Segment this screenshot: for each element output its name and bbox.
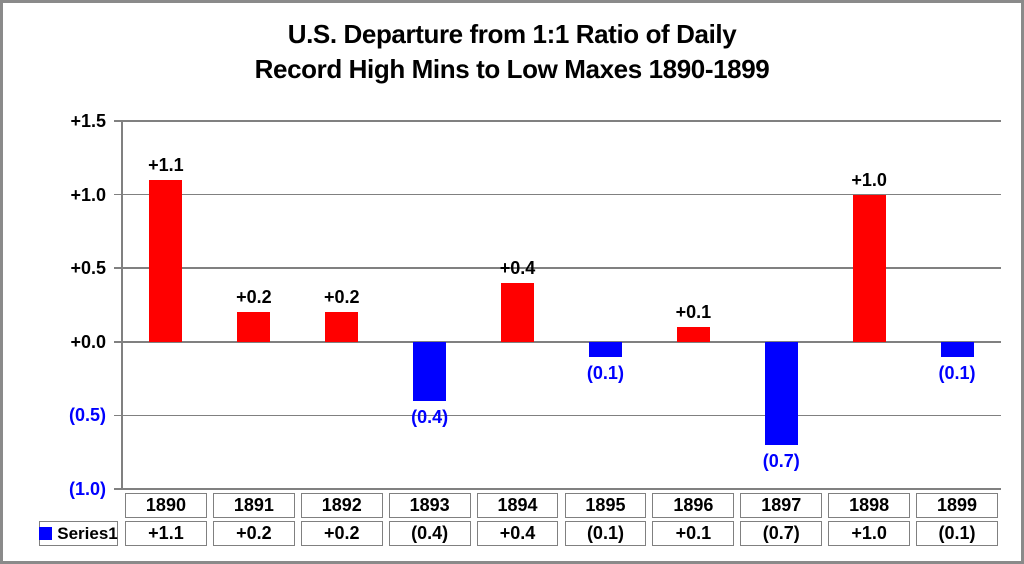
- y-axis-tick: [114, 341, 122, 343]
- table-year-cell: 1890: [125, 493, 207, 518]
- table-year-cell: 1892: [300, 493, 383, 518]
- table-value-cell: +0.2: [212, 521, 295, 546]
- table-year-cell: 1895: [564, 493, 647, 518]
- chart-title-line2: Record High Mins to Low Maxes 1890-1899: [254, 54, 770, 84]
- table-year-cell: 1891: [212, 493, 295, 518]
- bar-1895: [588, 341, 622, 357]
- y-axis-line: [121, 121, 123, 489]
- bar-1893: [413, 341, 447, 401]
- y-axis-tick: [114, 414, 122, 417]
- bar-label-1898: +1.0: [851, 169, 887, 190]
- gridline: [122, 488, 1001, 490]
- table-value-cell: (0.7): [740, 521, 823, 546]
- gridline: [122, 120, 1001, 122]
- bar-1898: [852, 194, 886, 342]
- series-legend-cell: Series1: [39, 521, 118, 546]
- bar-label-1897: (0.7): [762, 450, 800, 471]
- table-year-cell: 1894: [476, 493, 559, 518]
- y-axis-label: +1.5: [70, 111, 106, 131]
- y-axis-tick: [114, 267, 122, 269]
- y-axis-tick: [114, 193, 122, 196]
- bar-1890: [149, 179, 183, 342]
- table-year-cell: 1899: [916, 493, 998, 518]
- y-axis-label: +0.0: [70, 331, 106, 352]
- table-value-cell: (0.4): [388, 521, 471, 546]
- bar-label-1896: +0.1: [675, 302, 712, 323]
- bar-label-1891: +0.2: [236, 287, 272, 308]
- bar-1899: [940, 341, 974, 357]
- table-year-cell: 1896: [652, 493, 735, 518]
- y-axis-label: (1.0): [68, 479, 106, 499]
- y-axis-label: +0.5: [70, 258, 106, 279]
- gridline: [122, 193, 1001, 196]
- table-value-cell: (0.1): [564, 521, 647, 546]
- chart-title: U.S. Departure from 1:1 Ratio of Daily R…: [3, 17, 1021, 87]
- bar-1891: [237, 312, 271, 342]
- bar-label-1892: +0.2: [323, 287, 360, 308]
- bar-1892: [325, 312, 359, 342]
- gridline: [122, 267, 1001, 269]
- bar-1894: [501, 282, 535, 342]
- gridline: [122, 414, 1001, 417]
- table-value-cell: +1.0: [828, 521, 911, 546]
- y-axis-label: (0.5): [68, 405, 106, 426]
- table-value-cell: +0.4: [476, 521, 559, 546]
- table-year-cell: 1897: [740, 493, 823, 518]
- y-axis-tick: [114, 120, 122, 122]
- table-value-cell: +1.1: [125, 521, 207, 546]
- bar-label-1893: (0.4): [411, 406, 449, 427]
- chart-title-line1: U.S. Departure from 1:1 Ratio of Daily: [287, 19, 737, 49]
- bar-1897: [764, 341, 798, 445]
- gridline: [122, 341, 1001, 343]
- bar-label-1899: (0.1): [938, 362, 976, 383]
- series-name: Series1: [57, 523, 118, 543]
- table-value-cell: +0.2: [300, 521, 383, 546]
- y-axis-label: +1.0: [70, 184, 106, 205]
- table-value-cell: +0.1: [652, 521, 735, 546]
- table-value-cell: (0.1): [916, 521, 998, 546]
- legend-swatch-icon: [39, 527, 53, 540]
- bar-1896: [676, 327, 710, 342]
- bar-label-1894: +0.4: [499, 257, 536, 278]
- table-year-cell: 1893: [388, 493, 471, 518]
- bar-label-1895: (0.1): [586, 362, 624, 383]
- bar-label-1890: +1.1: [148, 154, 184, 175]
- y-axis-tick: [114, 488, 122, 490]
- table-year-cell: 1898: [828, 493, 911, 518]
